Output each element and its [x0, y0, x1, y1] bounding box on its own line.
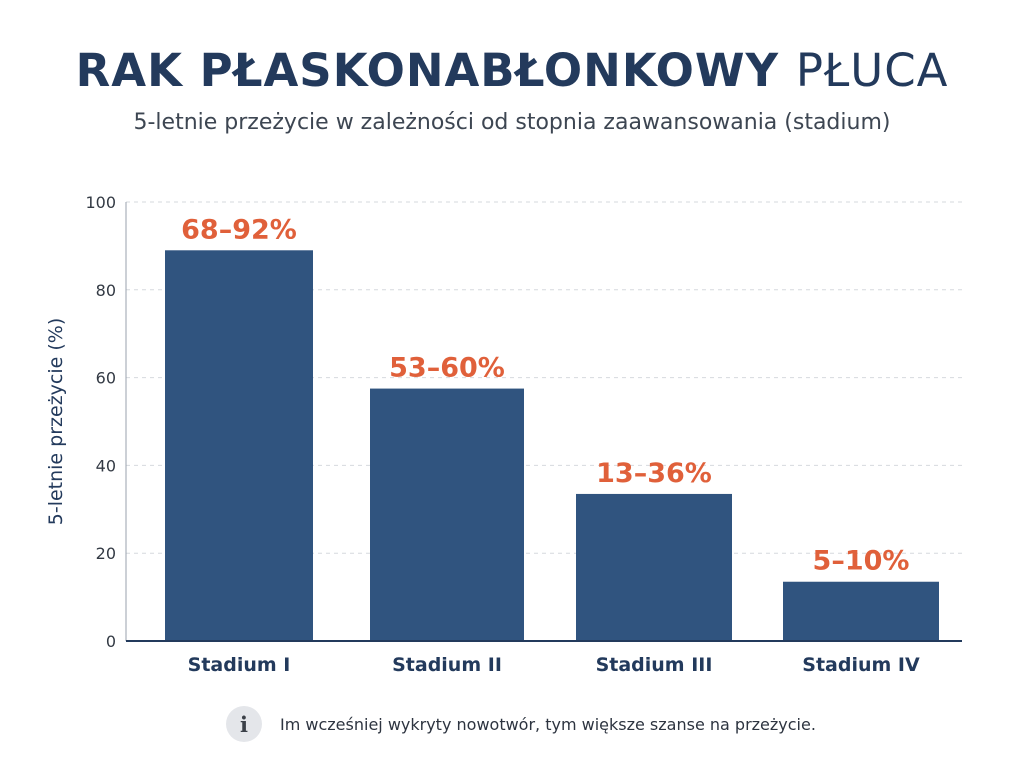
info-note: i Im wcześniej wykryty nowotwór, tym wię…: [226, 705, 816, 743]
y-tick-label: 20: [96, 544, 116, 563]
bar-value-label: 13–36%: [596, 458, 712, 489]
title-bold: RAK PŁASKONABŁONKOWY: [75, 44, 780, 97]
bar: [576, 493, 732, 641]
bar-value-label: 68–92%: [181, 214, 297, 245]
y-tick-label: 0: [106, 632, 116, 651]
page-title: RAK PŁASKONABŁONKOWY PŁUCA: [0, 44, 1024, 97]
bar-value-label: 53–60%: [389, 353, 505, 384]
y-tick-label: 100: [85, 193, 116, 212]
title-light: PŁUCA: [795, 44, 949, 97]
bar: [783, 581, 939, 641]
page-subtitle: 5-letnie przeżycie w zależności od stopn…: [133, 110, 891, 135]
x-tick-label: Stadium I: [188, 654, 291, 676]
info-icon: i: [226, 706, 262, 742]
bar: [165, 250, 313, 642]
y-axis-label: 5-letnie przeżycie (%): [45, 318, 67, 526]
x-tick-label: Stadium II: [392, 654, 502, 676]
bar-value-label: 5–10%: [813, 546, 910, 577]
bar: [370, 388, 524, 641]
y-tick-label: 80: [96, 281, 116, 300]
x-tick-label: Stadium III: [596, 654, 713, 676]
bar-chart: 0 20 40 60 80 100 5-letnie przeżycie (%) 68–92%…: [45, 193, 962, 676]
y-tick-label: 60: [96, 369, 116, 388]
info-note-text: Im wcześniej wykryty nowotwór, tym więks…: [280, 714, 816, 734]
x-tick-label: Stadium IV: [802, 654, 920, 676]
y-tick-label: 40: [96, 456, 116, 475]
